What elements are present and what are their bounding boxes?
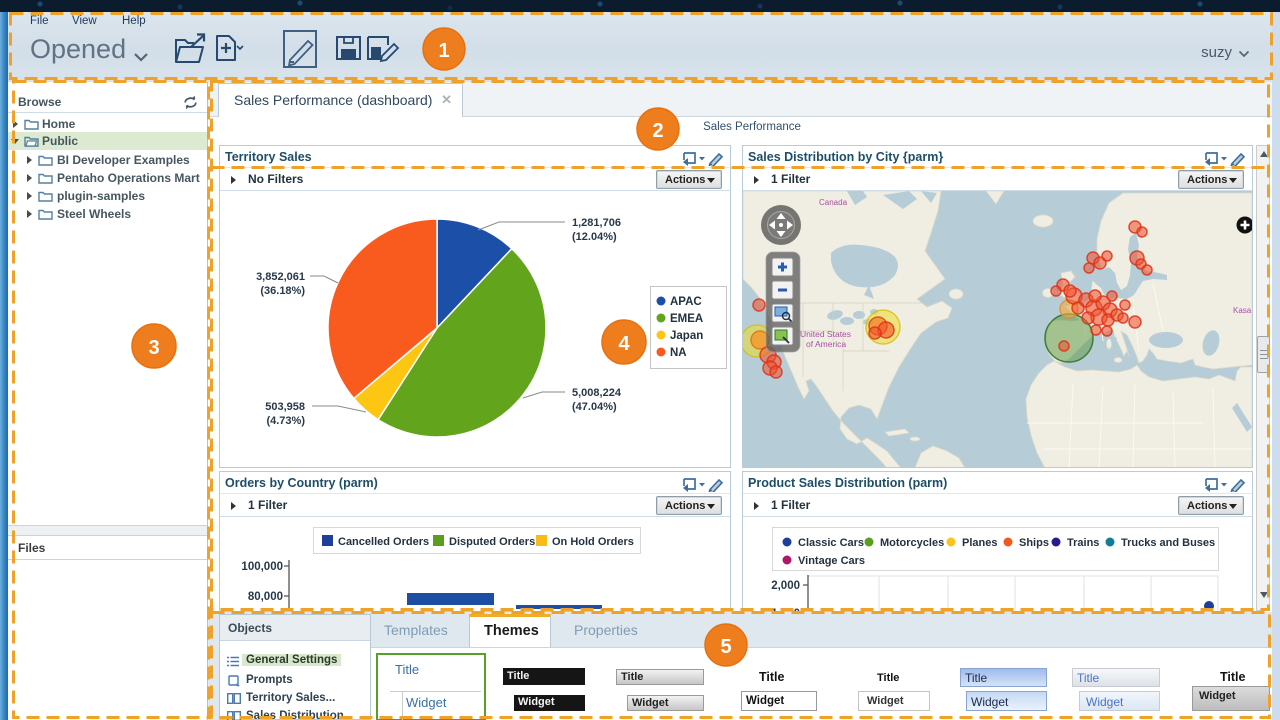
- svg-text:Planes: Planes: [962, 537, 997, 549]
- svg-text:Trains: Trains: [1067, 537, 1099, 549]
- svg-text:100,000: 100,000: [241, 561, 283, 573]
- svg-text:Disputed Orders: Disputed Orders: [449, 536, 535, 548]
- svg-text:Japan: Japan: [670, 330, 703, 342]
- svg-text:of America: of America: [806, 339, 846, 349]
- svg-text:Cancelled Orders: Cancelled Orders: [338, 536, 429, 548]
- svg-text:EMEA: EMEA: [670, 313, 703, 325]
- svg-text:3,852,061: 3,852,061: [256, 271, 305, 283]
- svg-text:503,958: 503,958: [265, 401, 305, 413]
- svg-text:(47.04%): (47.04%): [572, 401, 617, 413]
- svg-text:1,281,706: 1,281,706: [572, 217, 621, 229]
- svg-text:(4.73%): (4.73%): [266, 415, 305, 427]
- svg-text:Canada: Canada: [819, 198, 848, 207]
- svg-text:Classic Cars: Classic Cars: [798, 537, 864, 549]
- svg-text:2,000: 2,000: [771, 580, 800, 592]
- svg-text:APAC: APAC: [670, 296, 702, 308]
- svg-text:5,008,224: 5,008,224: [572, 387, 622, 399]
- svg-text:Kasa: Kasa: [1233, 306, 1252, 315]
- svg-text:Ships: Ships: [1019, 537, 1049, 549]
- svg-text:NA: NA: [670, 347, 687, 359]
- svg-text:On Hold Orders: On Hold Orders: [552, 536, 634, 548]
- svg-text:(12.04%): (12.04%): [572, 231, 617, 243]
- svg-text:Vintage Cars: Vintage Cars: [798, 555, 865, 567]
- svg-text:Trucks and Buses: Trucks and Buses: [1121, 537, 1215, 549]
- svg-text:(36.18%): (36.18%): [260, 285, 305, 297]
- svg-text:United States: United States: [800, 329, 851, 339]
- svg-text:80,000: 80,000: [248, 591, 283, 603]
- svg-text:Motorcycles: Motorcycles: [880, 537, 944, 549]
